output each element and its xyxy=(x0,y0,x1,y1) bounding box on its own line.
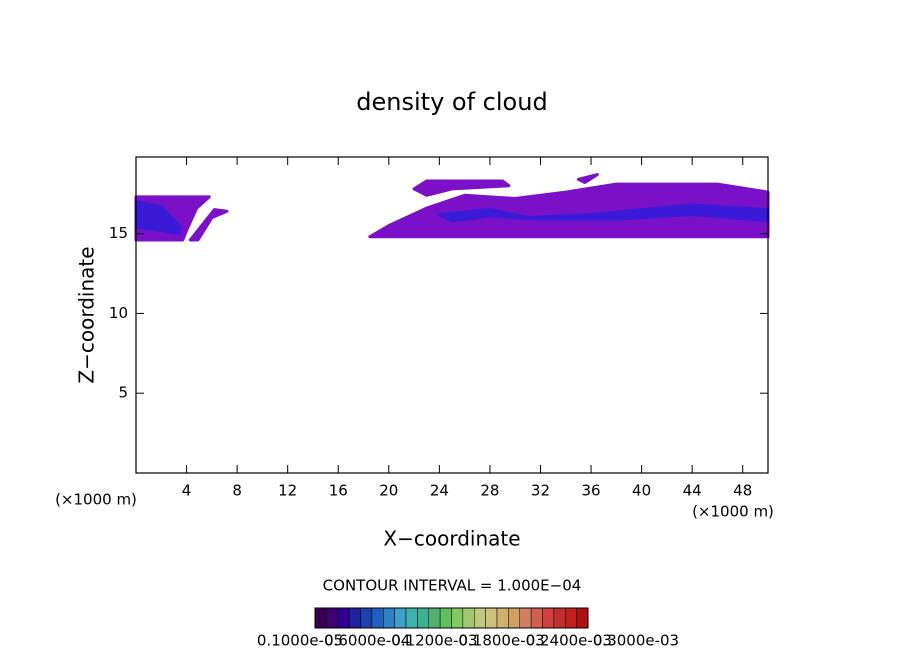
colorbar-cell xyxy=(451,607,464,629)
colorbar-cell xyxy=(348,607,361,629)
x-unit-label: (×1000 m) xyxy=(55,491,137,509)
colorbar-cell xyxy=(360,607,373,629)
colorbar-cell xyxy=(428,607,441,629)
colorbar-cell xyxy=(576,607,589,629)
colorbar-frame xyxy=(314,607,589,629)
y-axis-label: Z−coordinate xyxy=(75,246,99,383)
colorbar-label: 0.1200e-03 xyxy=(391,632,477,650)
x-tick-label: 32 xyxy=(531,482,550,500)
x-tick-label: 12 xyxy=(278,482,297,500)
x-tick-label: 44 xyxy=(683,482,702,500)
x-tick-label: 24 xyxy=(430,482,449,500)
colorbar-cell xyxy=(439,607,452,629)
x-unit-label: (×1000 m) xyxy=(692,503,774,521)
y-tick-label: 15 xyxy=(109,224,128,242)
colorbar-cell xyxy=(337,607,350,629)
colorbar-cell xyxy=(565,607,577,629)
x-tick-label: 36 xyxy=(581,482,600,500)
x-tick-label: 4 xyxy=(182,482,192,500)
x-tick-label: 20 xyxy=(379,482,398,500)
x-axis-label: X−coordinate xyxy=(383,527,520,551)
plot-frame xyxy=(135,156,769,474)
colorbar-label: 0.3000e-03 xyxy=(593,632,679,650)
cloud-region xyxy=(576,173,599,185)
regions xyxy=(134,173,770,242)
colorbar-cell xyxy=(405,607,418,629)
cloud-region xyxy=(188,208,229,242)
colorbar-label: 0.1000e-05 xyxy=(257,632,343,650)
colorbar-cell xyxy=(371,607,384,629)
colorbar-cell xyxy=(542,607,555,629)
colorbar-cell xyxy=(508,607,520,629)
colorbar-cell xyxy=(314,607,327,629)
colorbar-cell xyxy=(496,607,509,629)
colorbar-cell xyxy=(394,607,407,629)
x-tick-label: 48 xyxy=(733,482,752,500)
x-tick-label: 8 xyxy=(232,482,242,500)
colorbar-cell xyxy=(553,607,566,629)
colorbar-cell xyxy=(462,607,475,629)
colorbar-label: 0.1800e-03 xyxy=(458,632,544,650)
colorbar-label: 0.2400e-03 xyxy=(526,632,612,650)
colorbar-label: 0.6000e-04 xyxy=(324,632,410,650)
colorbar-cell xyxy=(519,607,532,629)
colorbar-cell xyxy=(474,607,486,629)
colorbar-cell xyxy=(383,607,395,629)
colorbar-cell xyxy=(326,607,338,629)
x-tick-label: 28 xyxy=(480,482,499,500)
chart-title: density of cloud xyxy=(356,88,547,116)
colorbar-cell xyxy=(530,607,543,629)
x-tick-label: 40 xyxy=(632,482,651,500)
colorbar-cell xyxy=(485,607,498,629)
cloud-region xyxy=(412,179,511,197)
colorbar-cell xyxy=(417,607,429,629)
y-tick-label: 10 xyxy=(109,304,128,322)
x-tick-label: 16 xyxy=(329,482,348,500)
contour-note: CONTOUR INTERVAL = 1.000E−04 xyxy=(323,577,582,595)
y-tick-label: 5 xyxy=(118,384,128,402)
cloud-region xyxy=(368,182,770,239)
